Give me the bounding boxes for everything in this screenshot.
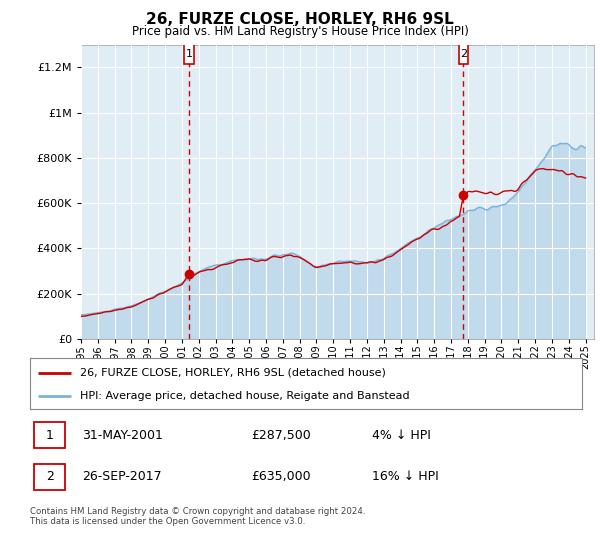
Text: 26, FURZE CLOSE, HORLEY, RH6 9SL (detached house): 26, FURZE CLOSE, HORLEY, RH6 9SL (detach… xyxy=(80,367,386,377)
Text: HPI: Average price, detached house, Reigate and Banstead: HPI: Average price, detached house, Reig… xyxy=(80,391,409,401)
Text: 31-MAY-2001: 31-MAY-2001 xyxy=(82,429,163,442)
FancyBboxPatch shape xyxy=(184,44,194,64)
Text: 2: 2 xyxy=(46,470,53,483)
FancyBboxPatch shape xyxy=(34,464,65,490)
Text: £635,000: £635,000 xyxy=(251,470,310,483)
FancyBboxPatch shape xyxy=(34,422,65,448)
Text: Contains HM Land Registry data © Crown copyright and database right 2024.
This d: Contains HM Land Registry data © Crown c… xyxy=(30,507,365,526)
Text: 26, FURZE CLOSE, HORLEY, RH6 9SL: 26, FURZE CLOSE, HORLEY, RH6 9SL xyxy=(146,12,454,27)
Text: Price paid vs. HM Land Registry's House Price Index (HPI): Price paid vs. HM Land Registry's House … xyxy=(131,25,469,38)
FancyBboxPatch shape xyxy=(459,44,468,64)
Text: 1: 1 xyxy=(46,429,53,442)
Text: 4% ↓ HPI: 4% ↓ HPI xyxy=(372,429,431,442)
Text: £287,500: £287,500 xyxy=(251,429,311,442)
Text: 16% ↓ HPI: 16% ↓ HPI xyxy=(372,470,439,483)
Text: 26-SEP-2017: 26-SEP-2017 xyxy=(82,470,162,483)
Text: 2: 2 xyxy=(460,49,467,59)
Text: 1: 1 xyxy=(185,49,193,59)
